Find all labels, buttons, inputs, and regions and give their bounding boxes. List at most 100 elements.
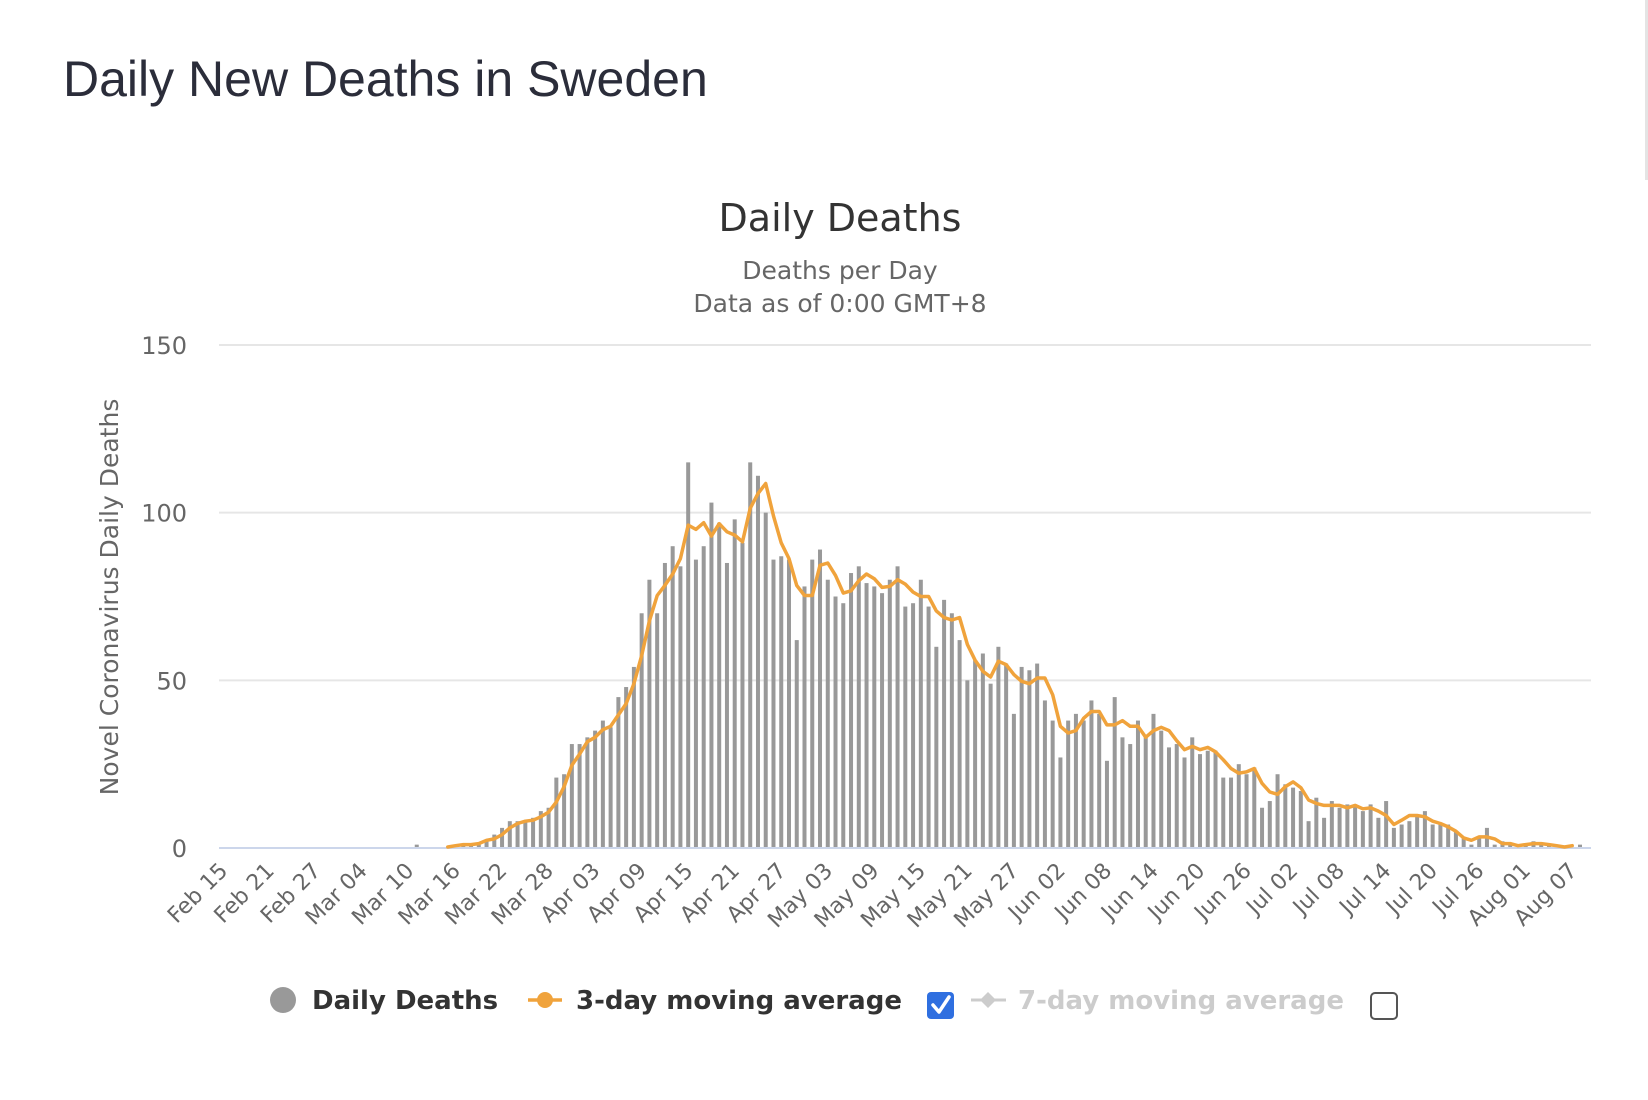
y-tick-label: 50 xyxy=(156,667,187,695)
x-tick-label: Jul 08 xyxy=(1287,859,1350,922)
bar xyxy=(1042,700,1047,848)
bar xyxy=(810,559,815,848)
bar xyxy=(1097,713,1102,848)
legend-item-3-day-average[interactable]: 3-day moving average xyxy=(528,986,902,1016)
bar xyxy=(1089,700,1094,848)
bar xyxy=(1291,787,1296,848)
bar xyxy=(608,727,613,848)
bar xyxy=(887,579,892,848)
bar xyxy=(1190,737,1195,848)
bar xyxy=(957,640,962,848)
bar xyxy=(1376,817,1381,848)
bar xyxy=(717,522,722,848)
bar xyxy=(1407,821,1412,848)
bar xyxy=(1174,744,1179,848)
bar xyxy=(655,613,660,848)
bar xyxy=(1205,750,1210,848)
bar xyxy=(1539,844,1544,848)
bar xyxy=(414,844,419,848)
bar xyxy=(833,596,838,848)
bar xyxy=(1368,804,1373,848)
bar xyxy=(786,559,791,848)
bar xyxy=(639,613,644,848)
bar xyxy=(748,462,753,848)
legend-label-3-day-average: 3-day moving average xyxy=(576,986,902,1016)
bar xyxy=(895,566,900,848)
bar xyxy=(794,640,799,848)
bar xyxy=(1415,814,1420,848)
bar xyxy=(647,579,652,848)
bar xyxy=(1221,777,1226,848)
bar xyxy=(562,774,567,848)
bar xyxy=(569,744,574,848)
bar xyxy=(500,827,505,848)
bar xyxy=(1461,837,1466,848)
y-axis-title: Novel Coronavirus Daily Deaths xyxy=(95,399,124,796)
checkbox-7-day-average[interactable] xyxy=(1370,992,1398,1020)
bar xyxy=(1508,844,1513,848)
bar xyxy=(1073,713,1078,848)
bar xyxy=(1004,663,1009,848)
bar xyxy=(1027,670,1032,848)
bar xyxy=(670,546,675,848)
bar xyxy=(600,720,605,848)
legend-item-7-day-average[interactable]: 7-day moving average xyxy=(971,986,1344,1016)
legend: Daily Deaths 3-day moving average 7-day … xyxy=(270,986,1398,1020)
bar xyxy=(732,519,737,848)
bar xyxy=(593,730,598,848)
bar xyxy=(1050,720,1055,848)
bar xyxy=(1430,824,1435,848)
bar xyxy=(996,646,1001,848)
bar xyxy=(546,807,551,848)
bar xyxy=(1391,827,1396,848)
bar xyxy=(1143,737,1148,848)
bar xyxy=(755,475,760,848)
bar xyxy=(841,603,846,848)
bar xyxy=(849,573,854,848)
bar xyxy=(631,666,636,848)
bar xyxy=(1314,797,1319,848)
page-title: Daily New Deaths in Sweden xyxy=(63,51,708,107)
bar xyxy=(965,680,970,848)
bar xyxy=(1066,720,1071,848)
bar xyxy=(1252,767,1257,848)
bar xyxy=(763,512,768,848)
bar xyxy=(1438,824,1443,848)
bar xyxy=(1198,754,1203,848)
bar xyxy=(942,599,947,848)
bar xyxy=(918,579,923,848)
checkbox-3-day-average[interactable] xyxy=(927,992,954,1019)
bar xyxy=(1151,713,1156,848)
bar xyxy=(1453,831,1458,848)
bar xyxy=(1345,804,1350,848)
bar xyxy=(911,603,916,848)
legend-label-7-day-average: 7-day moving average xyxy=(1018,986,1344,1016)
bar xyxy=(771,559,776,848)
bar xyxy=(949,613,954,848)
bar xyxy=(1213,750,1218,848)
diamond-icon xyxy=(980,992,996,1008)
bar xyxy=(1322,817,1327,848)
bar-series xyxy=(414,462,1583,848)
chart-title: Daily Deaths xyxy=(719,196,962,240)
bar xyxy=(1011,713,1016,848)
legend-item-daily-deaths[interactable]: Daily Deaths xyxy=(270,986,498,1016)
bar xyxy=(1360,811,1365,848)
bar xyxy=(818,549,823,848)
bar xyxy=(1166,747,1171,848)
bar xyxy=(484,841,489,848)
bar xyxy=(686,462,691,848)
bar xyxy=(1446,824,1451,848)
bar xyxy=(779,556,784,848)
bar xyxy=(492,834,497,848)
chart-subtitle-line-2: Data as of 0:00 GMT+8 xyxy=(693,289,986,318)
bar xyxy=(1260,807,1265,848)
orange-dot-icon xyxy=(537,992,553,1008)
moving-average-line xyxy=(446,481,1574,849)
bar xyxy=(1275,774,1280,848)
bar xyxy=(1236,764,1241,848)
bar xyxy=(662,562,667,848)
bar xyxy=(523,821,528,848)
